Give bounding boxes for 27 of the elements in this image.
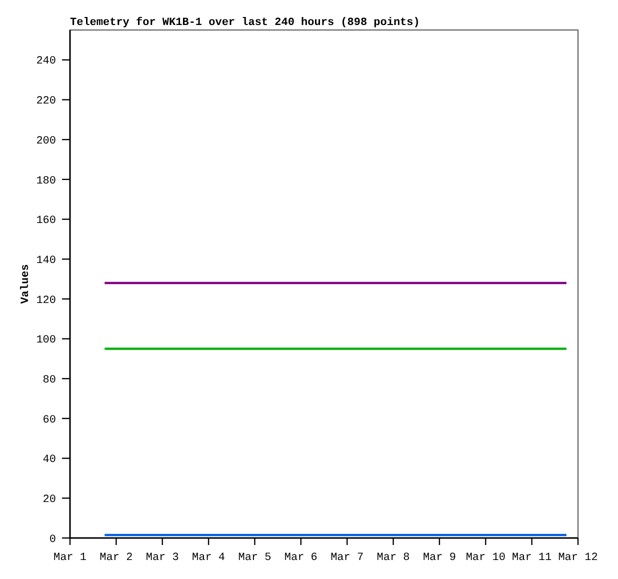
x-tick-label: Mar 4: [192, 552, 226, 564]
y-tick-label: 120: [36, 294, 56, 307]
y-tick-label: 40: [42, 454, 56, 466]
x-tick-label: Mar 8: [376, 552, 410, 564]
x-tick-label: Mar 12: [558, 552, 598, 564]
x-tick-label: Mar 1: [53, 552, 87, 564]
x-tick-label: Mar 6: [284, 552, 318, 564]
y-tick-label: 100: [36, 334, 56, 347]
y-axis-title: Values: [20, 264, 32, 304]
y-tick-label: 0: [49, 534, 56, 546]
y-tick-label: 240: [36, 56, 56, 68]
y-tick-label: 160: [36, 215, 56, 228]
x-tick-label: Mar 11: [512, 552, 552, 564]
y-tick-label: 60: [42, 414, 56, 426]
y-tick-label: 200: [36, 135, 56, 148]
y-tick-label: 80: [42, 374, 56, 386]
x-tick-label: Mar 9: [422, 552, 456, 564]
y-tick-label: 180: [36, 175, 56, 188]
x-tick-label: Mar 5: [238, 552, 272, 564]
x-tick-label: Mar 10: [466, 552, 506, 564]
y-tick-label: 140: [36, 254, 56, 267]
x-tick-label: Mar 7: [330, 552, 364, 564]
y-tick-label: 20: [42, 494, 56, 506]
chart-title: Telemetry for WK1B-1 over last 240 hours (898 points): [70, 16, 420, 29]
y-tick-label: 220: [36, 96, 56, 108]
x-tick-label: Mar 2: [100, 552, 133, 564]
x-tick-label: Mar 3: [146, 552, 179, 564]
